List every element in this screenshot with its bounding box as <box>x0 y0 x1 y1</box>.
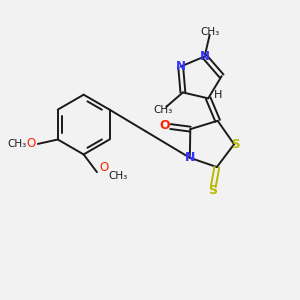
Text: CH₃: CH₃ <box>108 171 127 181</box>
Text: N: N <box>176 60 186 73</box>
Text: O: O <box>26 137 36 150</box>
Text: CH₃: CH₃ <box>8 139 27 149</box>
Text: H: H <box>214 90 222 100</box>
Text: O: O <box>160 119 170 132</box>
Text: S: S <box>231 138 239 151</box>
Text: N: N <box>184 151 195 164</box>
Text: O: O <box>99 161 108 174</box>
Text: CH₃: CH₃ <box>153 105 172 115</box>
Text: S: S <box>208 184 217 197</box>
Text: N: N <box>200 50 210 63</box>
Text: CH₃: CH₃ <box>201 27 220 37</box>
